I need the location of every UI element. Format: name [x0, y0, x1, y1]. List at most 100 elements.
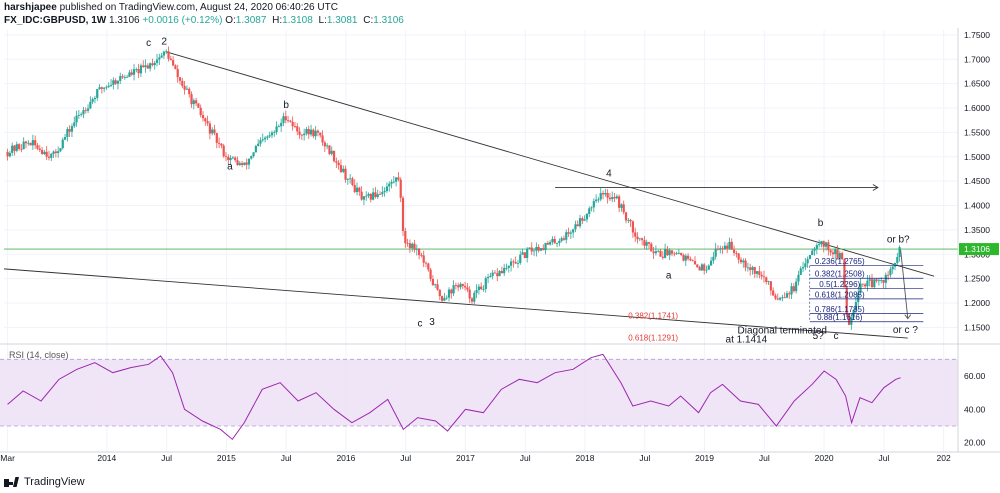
candle — [521, 248, 524, 255]
candle — [792, 283, 795, 293]
candle-body — [657, 250, 660, 252]
time-tick-label: Mar — [0, 453, 15, 463]
candle — [17, 143, 21, 151]
candle-body — [484, 278, 487, 290]
candle — [73, 116, 76, 129]
candle — [565, 229, 568, 244]
candle-body — [569, 232, 572, 234]
candle-body — [696, 264, 699, 268]
candle — [650, 242, 653, 252]
rsi-tick-label: 60.00 — [964, 371, 986, 381]
candle-body — [441, 296, 444, 301]
candle-body — [864, 284, 867, 287]
fib-level-label: 0.618(1.2085) — [815, 290, 865, 299]
candle — [206, 115, 209, 127]
candle-body — [381, 192, 384, 195]
candle — [641, 237, 644, 246]
candle-body — [723, 245, 726, 250]
candle — [845, 285, 848, 318]
author-name[interactable]: harshjapee — [4, 2, 57, 13]
candle-body — [436, 284, 439, 290]
candle — [758, 265, 761, 279]
candle — [109, 79, 113, 87]
candle — [330, 146, 333, 156]
candle — [66, 127, 69, 142]
candle-body — [266, 136, 269, 138]
candle-body — [654, 251, 658, 254]
candle-body — [31, 140, 34, 146]
candle-body — [880, 280, 883, 281]
candle-body — [337, 162, 340, 166]
candle — [675, 251, 678, 255]
candle-body — [284, 116, 287, 121]
candle-body — [555, 243, 559, 244]
candle-body — [38, 148, 41, 150]
candle — [560, 236, 563, 243]
wave-label: 4 — [606, 168, 612, 179]
candle — [498, 270, 501, 277]
candle — [137, 63, 140, 79]
candle — [259, 137, 262, 147]
candle — [753, 266, 756, 279]
candle-body — [512, 261, 515, 263]
candle — [63, 133, 67, 141]
fib-levels: 0.236(1.2765)0.382(1.2508)0.5(1.2296)0.6… — [628, 257, 924, 343]
candle — [190, 91, 193, 108]
footer-brand[interactable]: TradingView — [4, 474, 85, 490]
candle-body — [519, 254, 522, 263]
symbol-name[interactable]: FX_IDC:GBPUSD, 1W — [4, 15, 107, 26]
arrow-head — [872, 184, 879, 191]
candle — [581, 216, 584, 225]
candle-body — [293, 126, 297, 128]
candle-body — [592, 201, 595, 208]
candle — [887, 271, 890, 281]
candle — [572, 228, 575, 238]
projection-arrow — [900, 249, 909, 319]
candle-body — [546, 242, 549, 245]
candle — [776, 293, 779, 301]
candle — [760, 271, 763, 280]
candle-body — [408, 243, 412, 249]
candle-body — [668, 250, 671, 256]
candle — [896, 252, 899, 265]
close-value: 1.3106 — [373, 15, 404, 26]
candle-body — [420, 255, 423, 256]
candle-body — [424, 262, 428, 264]
candle — [638, 238, 641, 242]
candle-body — [595, 199, 598, 202]
candle-body — [526, 248, 529, 259]
candle-body — [493, 272, 497, 274]
candle-body — [730, 241, 733, 250]
candle-body — [107, 85, 110, 87]
candle — [381, 186, 384, 197]
candle — [332, 150, 336, 163]
candle-body — [873, 279, 876, 288]
candle-body — [365, 195, 368, 197]
candle-body — [298, 131, 301, 135]
candle-body — [866, 280, 869, 287]
candle-body — [645, 242, 648, 246]
candle-body — [52, 151, 55, 154]
candle-body — [312, 129, 315, 137]
candle — [475, 284, 478, 299]
candle-body — [608, 197, 612, 200]
candle — [636, 232, 639, 244]
candle — [401, 195, 405, 236]
candle-body — [884, 274, 887, 283]
candle — [611, 191, 614, 203]
candle — [192, 98, 195, 110]
candle-body — [834, 249, 837, 255]
time-tick-label: 2016 — [336, 453, 355, 463]
candle — [358, 186, 361, 196]
candle-body — [378, 194, 382, 195]
candle — [749, 263, 752, 276]
candle-body — [590, 207, 593, 209]
candle-body — [24, 141, 28, 144]
candle-body — [620, 204, 623, 208]
candle — [399, 177, 402, 203]
candle-body — [838, 253, 841, 259]
candle — [213, 124, 216, 136]
candle-body — [505, 267, 508, 269]
candle-body — [686, 255, 690, 259]
